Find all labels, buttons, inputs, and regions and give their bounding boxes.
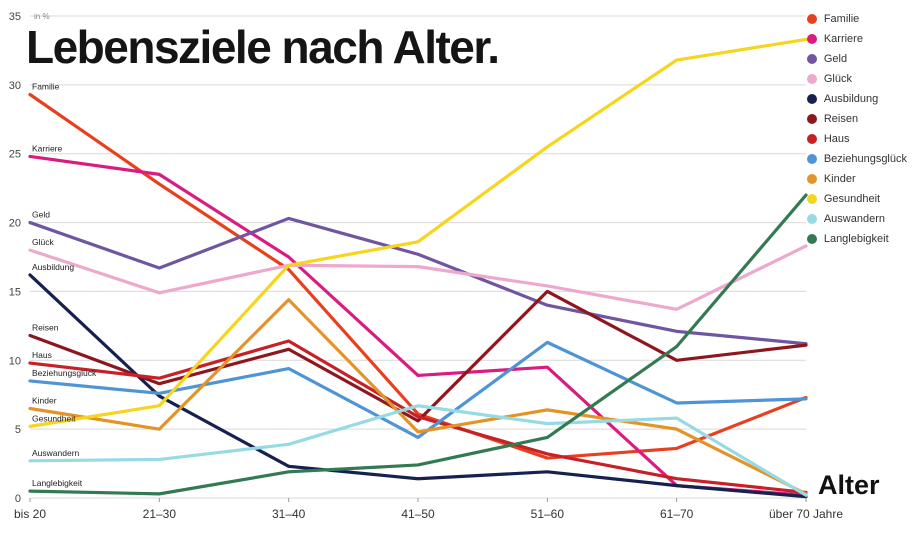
series-start-label-haus: Haus [32,350,52,360]
legend-dot-karriere [806,34,817,44]
series-start-label-ausbildung: Ausbildung [32,262,74,272]
y-tick-label: 0 [15,493,21,505]
legend-item-ausbildung: Ausbildung [806,93,907,105]
legend-item-haus: Haus [806,133,907,145]
legend-dot-beziehungsglueck [806,154,817,164]
legend-item-kinder: Kinder [806,173,907,185]
legend-item-gesundheit: Gesundheit [806,193,907,205]
legend-item-karriere: Karriere [806,33,907,45]
legend-label: Kinder [823,173,856,185]
legend-item-reisen: Reisen [806,113,907,125]
legend-label: Glück [823,73,852,85]
legend-dot-glueck [806,74,817,84]
legend-item-langlebigkeit: Langlebigkeit [806,233,907,245]
y-tick-label: 10 [9,355,21,367]
legend-item-auswandern: Auswandern [806,213,907,225]
legend-label: Reisen [823,113,859,125]
series-line-familie [28,92,808,460]
chart-title: Lebensziele nach Alter. [26,21,500,73]
legend-dot-reisen [806,114,817,124]
series-line-langlebigkeit [28,193,808,496]
series-start-label-glueck: Glück [32,237,54,247]
y-tick-label: 20 [9,218,21,230]
legend-dot-geld [806,54,817,64]
legend-label: Beziehungsglück [823,153,907,165]
y-axis-unit-label: in % [34,12,50,21]
x-tick-label: 21–30 [143,507,177,521]
y-tick-label: 25 [9,149,21,161]
x-tick-label: 31–40 [272,507,306,521]
series-start-label-beziehungsglueck: Beziehungsglück [32,368,97,378]
legend-dot-auswandern [806,214,817,224]
legend-dot-haus [806,134,817,144]
legend-dot-langlebigkeit [806,234,817,244]
series-start-label-gesundheit: Gesundheit [32,413,76,423]
legend-dot-kinder [806,174,817,184]
series-start-label-familie: Familie [32,81,60,91]
x-axis-title: Alter [818,470,880,500]
legend-label: Haus [823,133,850,145]
x-tick-label: 41–50 [401,507,435,521]
legend-label: Gesundheit [823,193,881,205]
x-tick-label: 51–60 [531,507,565,521]
legend-label: Geld [823,53,848,65]
legend-label: Ausbildung [823,93,879,105]
series-start-label-reisen: Reisen [32,322,59,332]
series-start-label-kinder: Kinder [32,395,57,405]
legend-label: Auswandern [823,213,885,225]
x-tick-label: über 70 Jahre [769,507,843,521]
y-tick-label: 30 [9,80,21,92]
y-tick-label: 5 [15,424,21,436]
legend-dot-familie [806,14,817,24]
series-line-kinder [28,298,808,496]
series-line-haus [28,339,808,495]
y-tick-label: 35 [9,11,21,23]
series-line-gesundheit [28,37,808,428]
legend-item-beziehungsglueck: Beziehungsglück [806,153,907,165]
series-start-label-geld: Geld [32,210,50,220]
legend-item-glueck: Glück [806,73,907,85]
legend-label: Familie [823,13,860,25]
x-tick-label: bis 20 [14,507,46,521]
series-line-auswandern [28,404,808,497]
series-line-reisen [28,289,808,423]
series-line-ausbildung [28,273,808,499]
series-start-label-auswandern: Auswandern [32,448,80,458]
legend-label: Langlebigkeit [823,233,889,245]
legend-dot-ausbildung [806,94,817,104]
series-line-glueck [28,244,808,311]
y-tick-label: 15 [9,286,21,298]
series-line-geld [28,216,808,346]
legend: Familie Karriere Geld Glück Ausbildung Reisen… [806,13,907,245]
legend-item-geld: Geld [806,53,907,65]
legend-label: Karriere [823,33,863,45]
x-tick-label: 61–70 [660,507,694,521]
legend-item-familie: Familie [806,13,907,25]
legend-dot-gesundheit [806,194,817,204]
series-start-label-karriere: Karriere [32,143,63,153]
series-line-beziehungsglueck [28,340,808,440]
series-start-label-langlebigkeit: Langlebigkeit [32,478,83,488]
